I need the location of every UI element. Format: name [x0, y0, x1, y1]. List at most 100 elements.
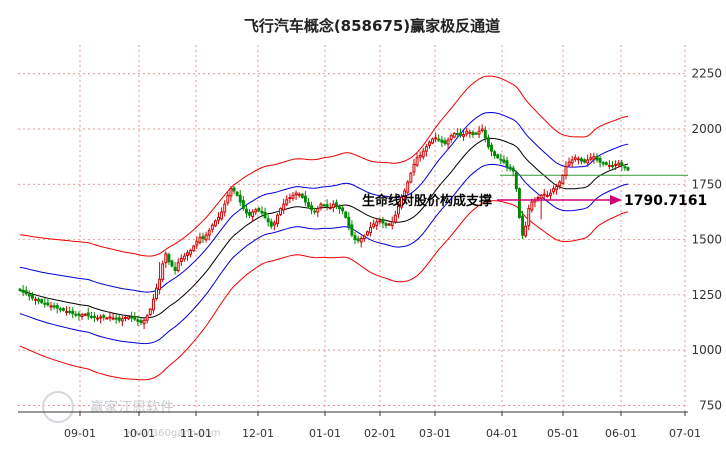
candle-body — [524, 225, 528, 237]
y-tick-label: 2000 — [691, 122, 722, 136]
candle-body — [58, 308, 62, 311]
candle-body — [353, 235, 357, 241]
candle-body — [108, 316, 112, 319]
candle-body — [170, 260, 174, 267]
candle-body — [192, 245, 196, 252]
candle-body — [272, 222, 276, 226]
candle-body — [316, 208, 320, 213]
candle-body — [359, 237, 363, 243]
candle-body — [46, 302, 50, 306]
candle-body — [310, 205, 314, 211]
candle-body — [421, 150, 425, 158]
candle-body — [77, 313, 81, 316]
candle-body — [521, 215, 524, 236]
candle-body — [279, 208, 283, 216]
candle-body — [536, 197, 540, 200]
candle-body — [496, 154, 500, 159]
candle-body — [27, 293, 31, 297]
x-tick-label: 11-01 — [180, 427, 212, 440]
candle-body — [595, 156, 599, 161]
candle-body — [21, 289, 25, 293]
chart-title: 飞行汽车概念(858675)赢家极反通道 — [244, 17, 500, 35]
candle-body — [313, 210, 317, 213]
y-tick-label: 1250 — [691, 288, 722, 302]
annotation-arrow-head — [610, 195, 622, 205]
candle-body — [207, 230, 211, 236]
candle-body — [133, 316, 137, 320]
candle-body — [142, 319, 146, 325]
candle-body — [508, 166, 512, 170]
candle-body — [446, 139, 450, 145]
candle-body — [244, 208, 248, 214]
candle-body — [365, 231, 369, 236]
candle-body — [269, 221, 273, 227]
candle-body — [186, 252, 189, 256]
watermark-url: www.360gann.com — [125, 428, 221, 439]
candle-body — [589, 157, 593, 160]
candle-body — [356, 238, 360, 242]
candle-body — [623, 166, 627, 169]
candle-body — [548, 192, 552, 196]
candle-body — [459, 132, 462, 137]
candle-body — [486, 137, 490, 148]
candle-body — [490, 144, 493, 152]
candle-body — [114, 317, 118, 320]
candle-body — [440, 139, 444, 143]
x-tick-label: 05-01 — [547, 427, 579, 440]
candle-body — [396, 205, 400, 215]
candle-body — [226, 194, 230, 204]
candle-body — [474, 132, 478, 135]
candle-body — [400, 197, 404, 208]
candle-body — [592, 156, 596, 160]
candle-body — [511, 167, 515, 172]
outer_lower-line — [19, 200, 629, 381]
candle-body — [189, 250, 193, 255]
candle-body — [179, 257, 183, 262]
candle-body — [52, 305, 56, 308]
candle-body — [428, 141, 431, 146]
candle-body — [223, 203, 227, 213]
candle-body — [232, 187, 236, 192]
watermark-name: 赢家江恩软件 — [90, 399, 174, 416]
candle-body — [393, 214, 397, 223]
candle-body — [409, 172, 413, 183]
annotation-text: 生命线对股价构成支撑 — [362, 193, 492, 209]
candle-body — [539, 194, 543, 199]
candle-body — [570, 159, 574, 164]
y-tick-label: 750 — [699, 398, 722, 412]
candle-body — [257, 207, 261, 212]
candle-body — [437, 138, 441, 141]
candle-body — [390, 221, 394, 226]
candle-body — [254, 209, 258, 213]
candle-body — [148, 308, 152, 316]
candle-body — [583, 159, 587, 163]
candle-body — [130, 316, 134, 319]
candle-body — [213, 220, 217, 227]
candle-body — [102, 315, 106, 318]
candle-body — [369, 226, 372, 233]
candle-body — [418, 155, 422, 158]
axes: 2250 2000 1750 1500 1250 1000 750 09-01 10-01 11-… — [18, 67, 722, 440]
candle-body — [617, 162, 621, 166]
x-tick-label: 10-01 — [123, 427, 155, 440]
candle-body — [124, 316, 127, 319]
candle-body — [468, 131, 472, 134]
candle-body — [65, 310, 68, 313]
candle-body — [350, 224, 354, 236]
candle-body — [99, 316, 103, 319]
candle-body — [34, 298, 37, 301]
x-tick-label: 07-01 — [669, 427, 701, 440]
candle-body — [527, 208, 531, 227]
candle-body — [167, 254, 171, 263]
y-tick-label: 1750 — [691, 177, 722, 191]
candle-body — [96, 317, 100, 320]
candle-body — [493, 151, 497, 157]
candle-body — [328, 206, 332, 209]
candle-body — [238, 194, 242, 203]
candle-body — [406, 181, 410, 193]
candle-body — [558, 181, 562, 187]
candle-body — [372, 223, 376, 228]
watermark-logo-icon — [42, 391, 74, 423]
candle-body — [251, 211, 255, 218]
